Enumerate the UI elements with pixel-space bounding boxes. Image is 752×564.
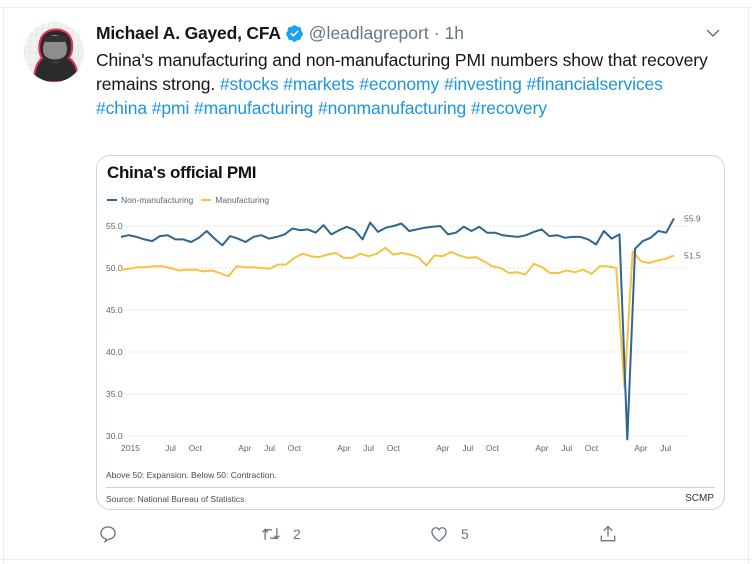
hashtag-pmi[interactable]: #pmi (151, 98, 190, 118)
x-tick-label: Jul (165, 443, 176, 453)
chart-note: Above 50: Expansion. Below 50: Contracti… (106, 470, 277, 480)
y-tick-label: 50.0 (106, 263, 123, 273)
author-handle[interactable]: @leadlagreport (308, 22, 429, 43)
chart-legend: Non-manufacturing Manufacturing (107, 195, 277, 205)
hashtag-manufacturing[interactable]: #manufacturing (194, 98, 314, 118)
y-tick-label: 30.0 (106, 431, 123, 441)
series-non-manufacturing (120, 217, 675, 441)
tweet-text: China's manufacturing and non-manufactur… (96, 48, 716, 120)
hashtag-markets[interactable]: #markets (283, 74, 355, 94)
x-tick-label: Jul (264, 443, 275, 453)
x-tick-label: Oct (288, 443, 302, 453)
brand-label: SCMP (685, 493, 714, 504)
x-tick-label: Jul (462, 443, 473, 453)
avatar-image (24, 22, 84, 82)
x-tick-label: Oct (189, 443, 203, 453)
x-tick-label: Jul (363, 443, 374, 453)
hashtag-recovery[interactable]: #recovery (470, 98, 547, 118)
tweet-actions: 2 5 (96, 524, 636, 548)
hashtag-economy[interactable]: #economy (359, 74, 440, 94)
legend-non-manufacturing: Non-manufacturing (107, 195, 193, 205)
tweet-header: Michael A. Gayed, CFA @leadlagreport · 1… (96, 21, 464, 45)
end-value-label: 55.9 (684, 213, 701, 223)
separator-dot: · (433, 22, 440, 43)
x-tick-label: Apr (535, 443, 548, 453)
retweet-button[interactable]: 2 (261, 524, 301, 544)
avatar[interactable] (24, 22, 84, 82)
pmi-line-chart: 55.0 50.0 45.0 40.0 35.0 30.0 2015 Jul Oct Apr Jul… (106, 213, 701, 453)
tweet-right-border (748, 7, 749, 564)
end-value-label: 51.5 (684, 250, 701, 260)
chevron-down-icon[interactable] (704, 24, 722, 42)
media-card[interactable]: China's official PMI Non-manufacturing M… (96, 155, 725, 510)
like-count: 5 (461, 526, 469, 542)
x-tick-label: Jul (561, 443, 572, 453)
chart-source: Source: National Bureau of Statistics (106, 494, 245, 504)
legend-label: Non-manufacturing (121, 195, 194, 205)
chart-title: China's official PMI (107, 163, 257, 182)
card-divider (106, 487, 715, 488)
hashtag-china[interactable]: #china (96, 98, 147, 118)
x-tick-label: Apr (337, 443, 350, 453)
y-tick-label: 55.0 (106, 221, 123, 231)
series-manufacturing (120, 246, 675, 390)
x-tick-label: Apr (238, 443, 251, 453)
heart-icon (431, 527, 447, 542)
x-tick-label: Oct (387, 443, 401, 453)
x-tick-label: Oct (486, 443, 500, 453)
legend-swatch-blue (107, 199, 117, 201)
tweet-body: China's manufacturing and non-manufactur… (96, 50, 708, 94)
x-tick-label: Jul (660, 443, 671, 453)
retweet-icon (262, 528, 280, 540)
like-button[interactable]: 5 (429, 524, 469, 544)
x-tick-label: Oct (585, 443, 599, 453)
author-name[interactable]: Michael A. Gayed, CFA (96, 22, 281, 43)
share-button[interactable] (598, 524, 618, 544)
tweet-left-border (3, 7, 4, 564)
reply-icon (100, 526, 116, 544)
timestamp[interactable]: 1h (444, 22, 465, 43)
tweet-bottom-border (0, 559, 752, 560)
x-tick-label: 2015 (121, 443, 140, 453)
hashtag-stocks[interactable]: #stocks (219, 74, 279, 94)
x-tick-label: Apr (436, 443, 449, 453)
hashtag-nonmanufacturing[interactable]: #nonmanufacturing (318, 98, 467, 118)
y-tick-label: 40.0 (106, 347, 123, 357)
y-tick-label: 35.0 (106, 389, 123, 399)
retweet-count: 2 (293, 526, 301, 542)
share-icon (600, 525, 616, 542)
hashtag-financialservices[interactable]: #financialservices (526, 74, 663, 94)
legend-label: Manufacturing (215, 195, 270, 205)
y-tick-label: 45.0 (106, 305, 123, 315)
verified-badge-icon (285, 24, 303, 42)
hashtag-investing[interactable]: #investing (443, 74, 522, 94)
tweet-top-border (0, 7, 752, 8)
legend-swatch-yellow (201, 199, 212, 201)
reply-button[interactable] (98, 524, 130, 544)
legend-manufacturing: Manufacturing (201, 195, 269, 205)
x-tick-label: Apr (634, 443, 647, 453)
